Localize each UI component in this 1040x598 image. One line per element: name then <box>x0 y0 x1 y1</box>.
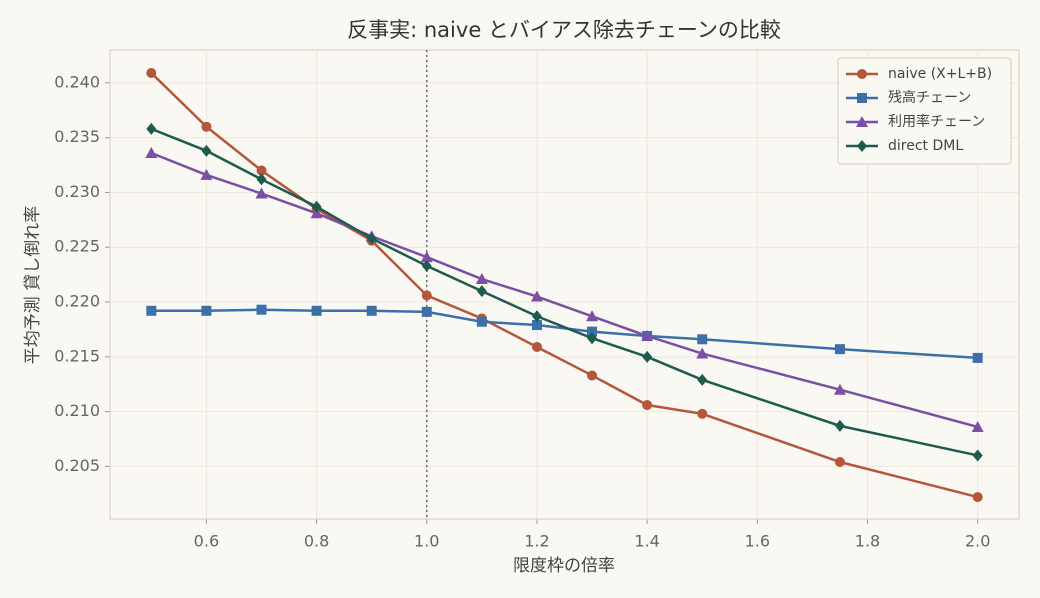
marker <box>421 306 432 317</box>
y-tick-label: 0.225 <box>54 237 100 256</box>
marker <box>311 200 322 213</box>
marker <box>421 259 432 272</box>
x-tick-label: 0.6 <box>194 532 219 551</box>
marker <box>697 373 708 386</box>
x-tick-label: 1.2 <box>524 532 549 551</box>
marker <box>834 457 845 468</box>
marker <box>696 347 709 359</box>
marker <box>256 173 267 186</box>
marker <box>145 147 158 159</box>
marker <box>642 400 653 411</box>
y-tick-label: 0.230 <box>54 182 100 201</box>
marker <box>146 305 157 316</box>
marker <box>366 232 377 245</box>
marker <box>311 305 322 316</box>
plot-frame <box>109 49 1020 520</box>
x-tick-label: 1.4 <box>634 532 659 551</box>
marker <box>697 334 708 345</box>
marker <box>857 93 867 103</box>
legend-label: 利用率チェーン <box>888 113 985 130</box>
marker <box>834 344 845 355</box>
x-tick-label: 0.8 <box>304 532 329 551</box>
legend-box <box>837 57 1012 165</box>
legend-label: 残高チェーン <box>888 89 971 106</box>
marker <box>201 121 212 132</box>
marker <box>587 326 598 337</box>
x-tick-label: 1.0 <box>414 532 439 551</box>
marker <box>531 310 542 323</box>
marker <box>475 273 488 285</box>
marker <box>476 316 487 327</box>
marker <box>256 165 267 176</box>
marker <box>834 419 845 432</box>
marker <box>255 187 268 199</box>
marker <box>366 305 377 316</box>
x-tick-label: 1.8 <box>855 532 880 551</box>
y-tick-label: 0.210 <box>54 401 100 420</box>
marker <box>587 370 598 381</box>
chart-title: 反事実: naive とバイアス除去チェーンの比較 <box>347 18 781 42</box>
marker <box>642 350 653 363</box>
marker <box>697 408 708 419</box>
marker <box>421 290 432 301</box>
marker <box>310 207 323 219</box>
marker <box>200 168 213 180</box>
marker <box>833 383 846 395</box>
marker <box>201 144 212 157</box>
marker <box>857 140 867 152</box>
x-axis-label: 限度枠の倍率 <box>513 556 615 576</box>
marker <box>146 68 157 79</box>
marker <box>420 251 433 263</box>
marker <box>146 122 157 135</box>
marker <box>476 285 487 298</box>
marker <box>531 320 542 331</box>
marker <box>972 492 983 503</box>
legend-label: direct DML <box>888 138 963 154</box>
marker <box>201 305 212 316</box>
marker <box>530 290 543 302</box>
y-tick-label: 0.220 <box>54 292 100 311</box>
y-axis-label: 平均予測 貸し倒れ率 <box>23 206 43 364</box>
marker <box>641 330 654 342</box>
marker <box>972 352 983 363</box>
marker <box>972 449 983 462</box>
x-tick-label: 1.6 <box>745 532 770 551</box>
y-tick-label: 0.240 <box>54 72 100 91</box>
y-tick-label: 0.215 <box>54 346 100 365</box>
marker <box>856 116 868 127</box>
marker <box>971 420 984 432</box>
x-tick-label: 2.0 <box>965 532 990 551</box>
y-tick-label: 0.235 <box>54 127 100 146</box>
marker <box>586 310 599 322</box>
marker <box>587 332 598 345</box>
legend-label: naive (X+L+B) <box>888 66 992 82</box>
marker <box>857 69 867 79</box>
marker <box>531 341 542 352</box>
y-tick-label: 0.205 <box>54 456 100 475</box>
marker <box>256 304 267 315</box>
